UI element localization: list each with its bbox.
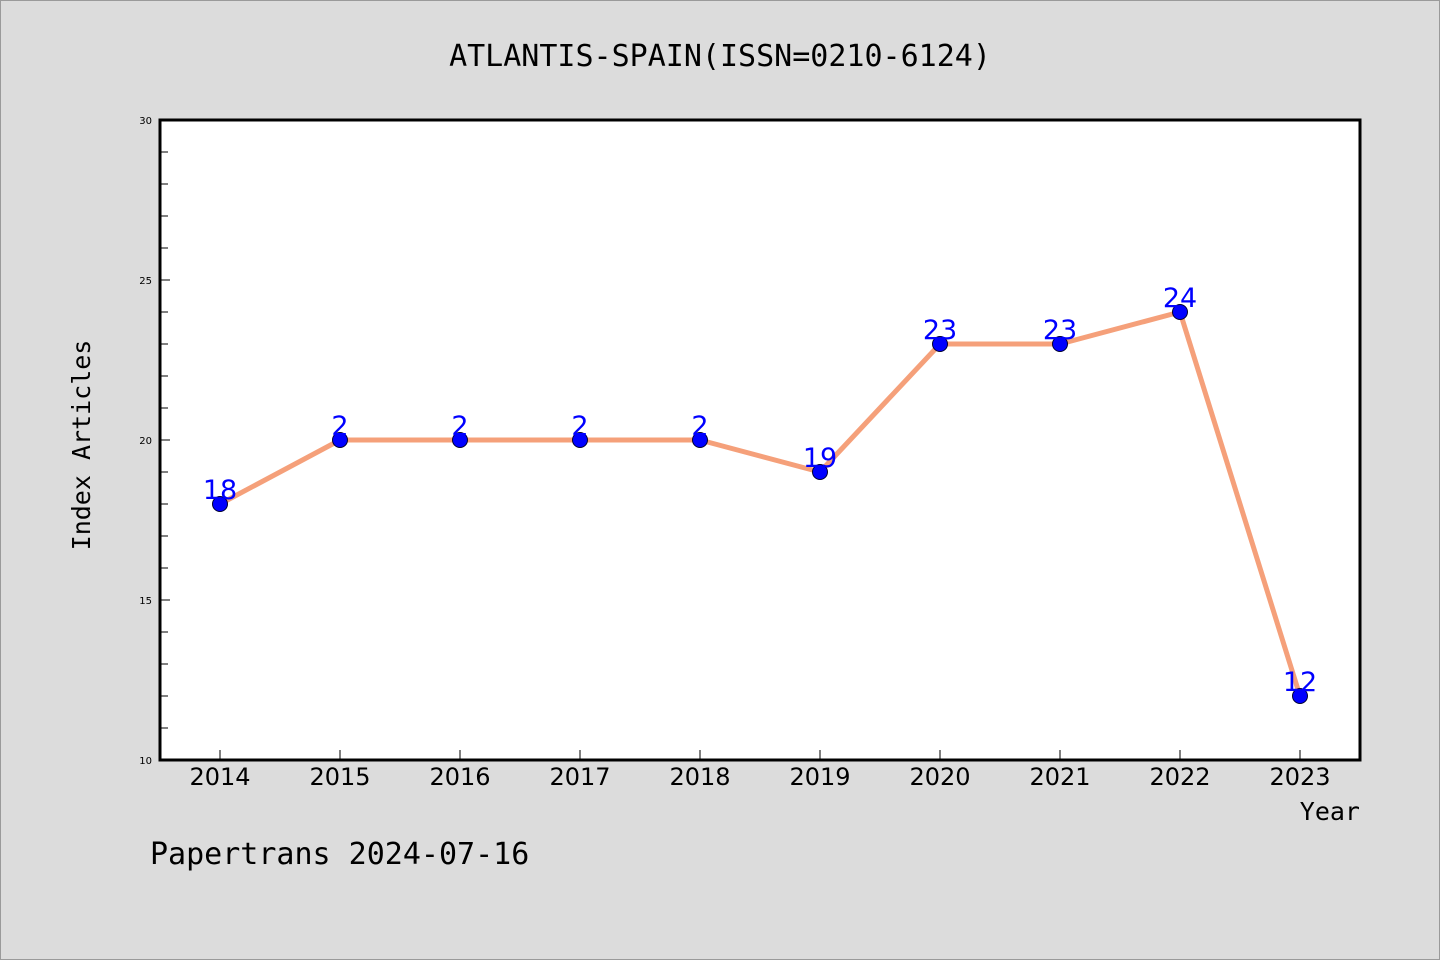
data-label: 2 [331,411,348,442]
data-label: 2 [451,411,468,442]
y-axis-ticks: 10 15 20 25 30 [139,116,170,767]
data-point [932,336,948,352]
x-axis-label: Year [1300,797,1360,826]
x-tick-label: 2017 [549,763,610,791]
data-point [1052,336,1068,352]
data-point [332,432,348,448]
x-axis-ticks: 2014 2015 2016 2017 2018 2019 2020 2021 2022 2023 [189,750,1331,791]
x-tick-label: 2021 [1029,763,1090,791]
data-label: 19 [803,443,837,474]
x-tick-label: 2023 [1269,763,1330,791]
data-point [692,432,708,448]
x-tick-label: 2014 [189,763,250,791]
data-label: 2 [571,411,588,442]
chart-title: ATLANTIS-SPAIN(ISSN=0210-6124) [449,39,991,74]
data-point [572,432,588,448]
x-tick-label: 2019 [789,763,850,791]
data-label: 23 [1043,315,1077,346]
data-point [452,432,468,448]
data-point [812,464,828,480]
footer-credit: Papertrans 2024-07-16 [150,837,529,872]
data-label: 12 [1283,667,1317,698]
x-tick-label: 2018 [669,763,730,791]
x-tick-label: 2022 [1149,763,1210,791]
data-point [212,496,228,512]
series-index-articles: 18 2 2 2 2 19 23 23 24 12 [203,283,1317,704]
x-tick-label: 2015 [309,763,370,791]
data-point [1292,688,1308,704]
y-tick-label: 25 [139,276,152,287]
y-tick-label: 30 [139,116,152,127]
data-point [1172,304,1188,320]
y-tick-label: 10 [139,756,152,767]
y-tick-label: 20 [139,436,152,447]
series-line [217,309,1303,699]
data-label: 2 [691,411,708,442]
data-label: 18 [203,475,237,506]
data-label: 23 [923,315,957,346]
y-axis-label: Index Articles [67,340,96,551]
x-tick-label: 2020 [909,763,970,791]
y-tick-label: 15 [139,596,152,607]
x-tick-label: 2016 [429,763,490,791]
data-label: 24 [1163,283,1197,314]
